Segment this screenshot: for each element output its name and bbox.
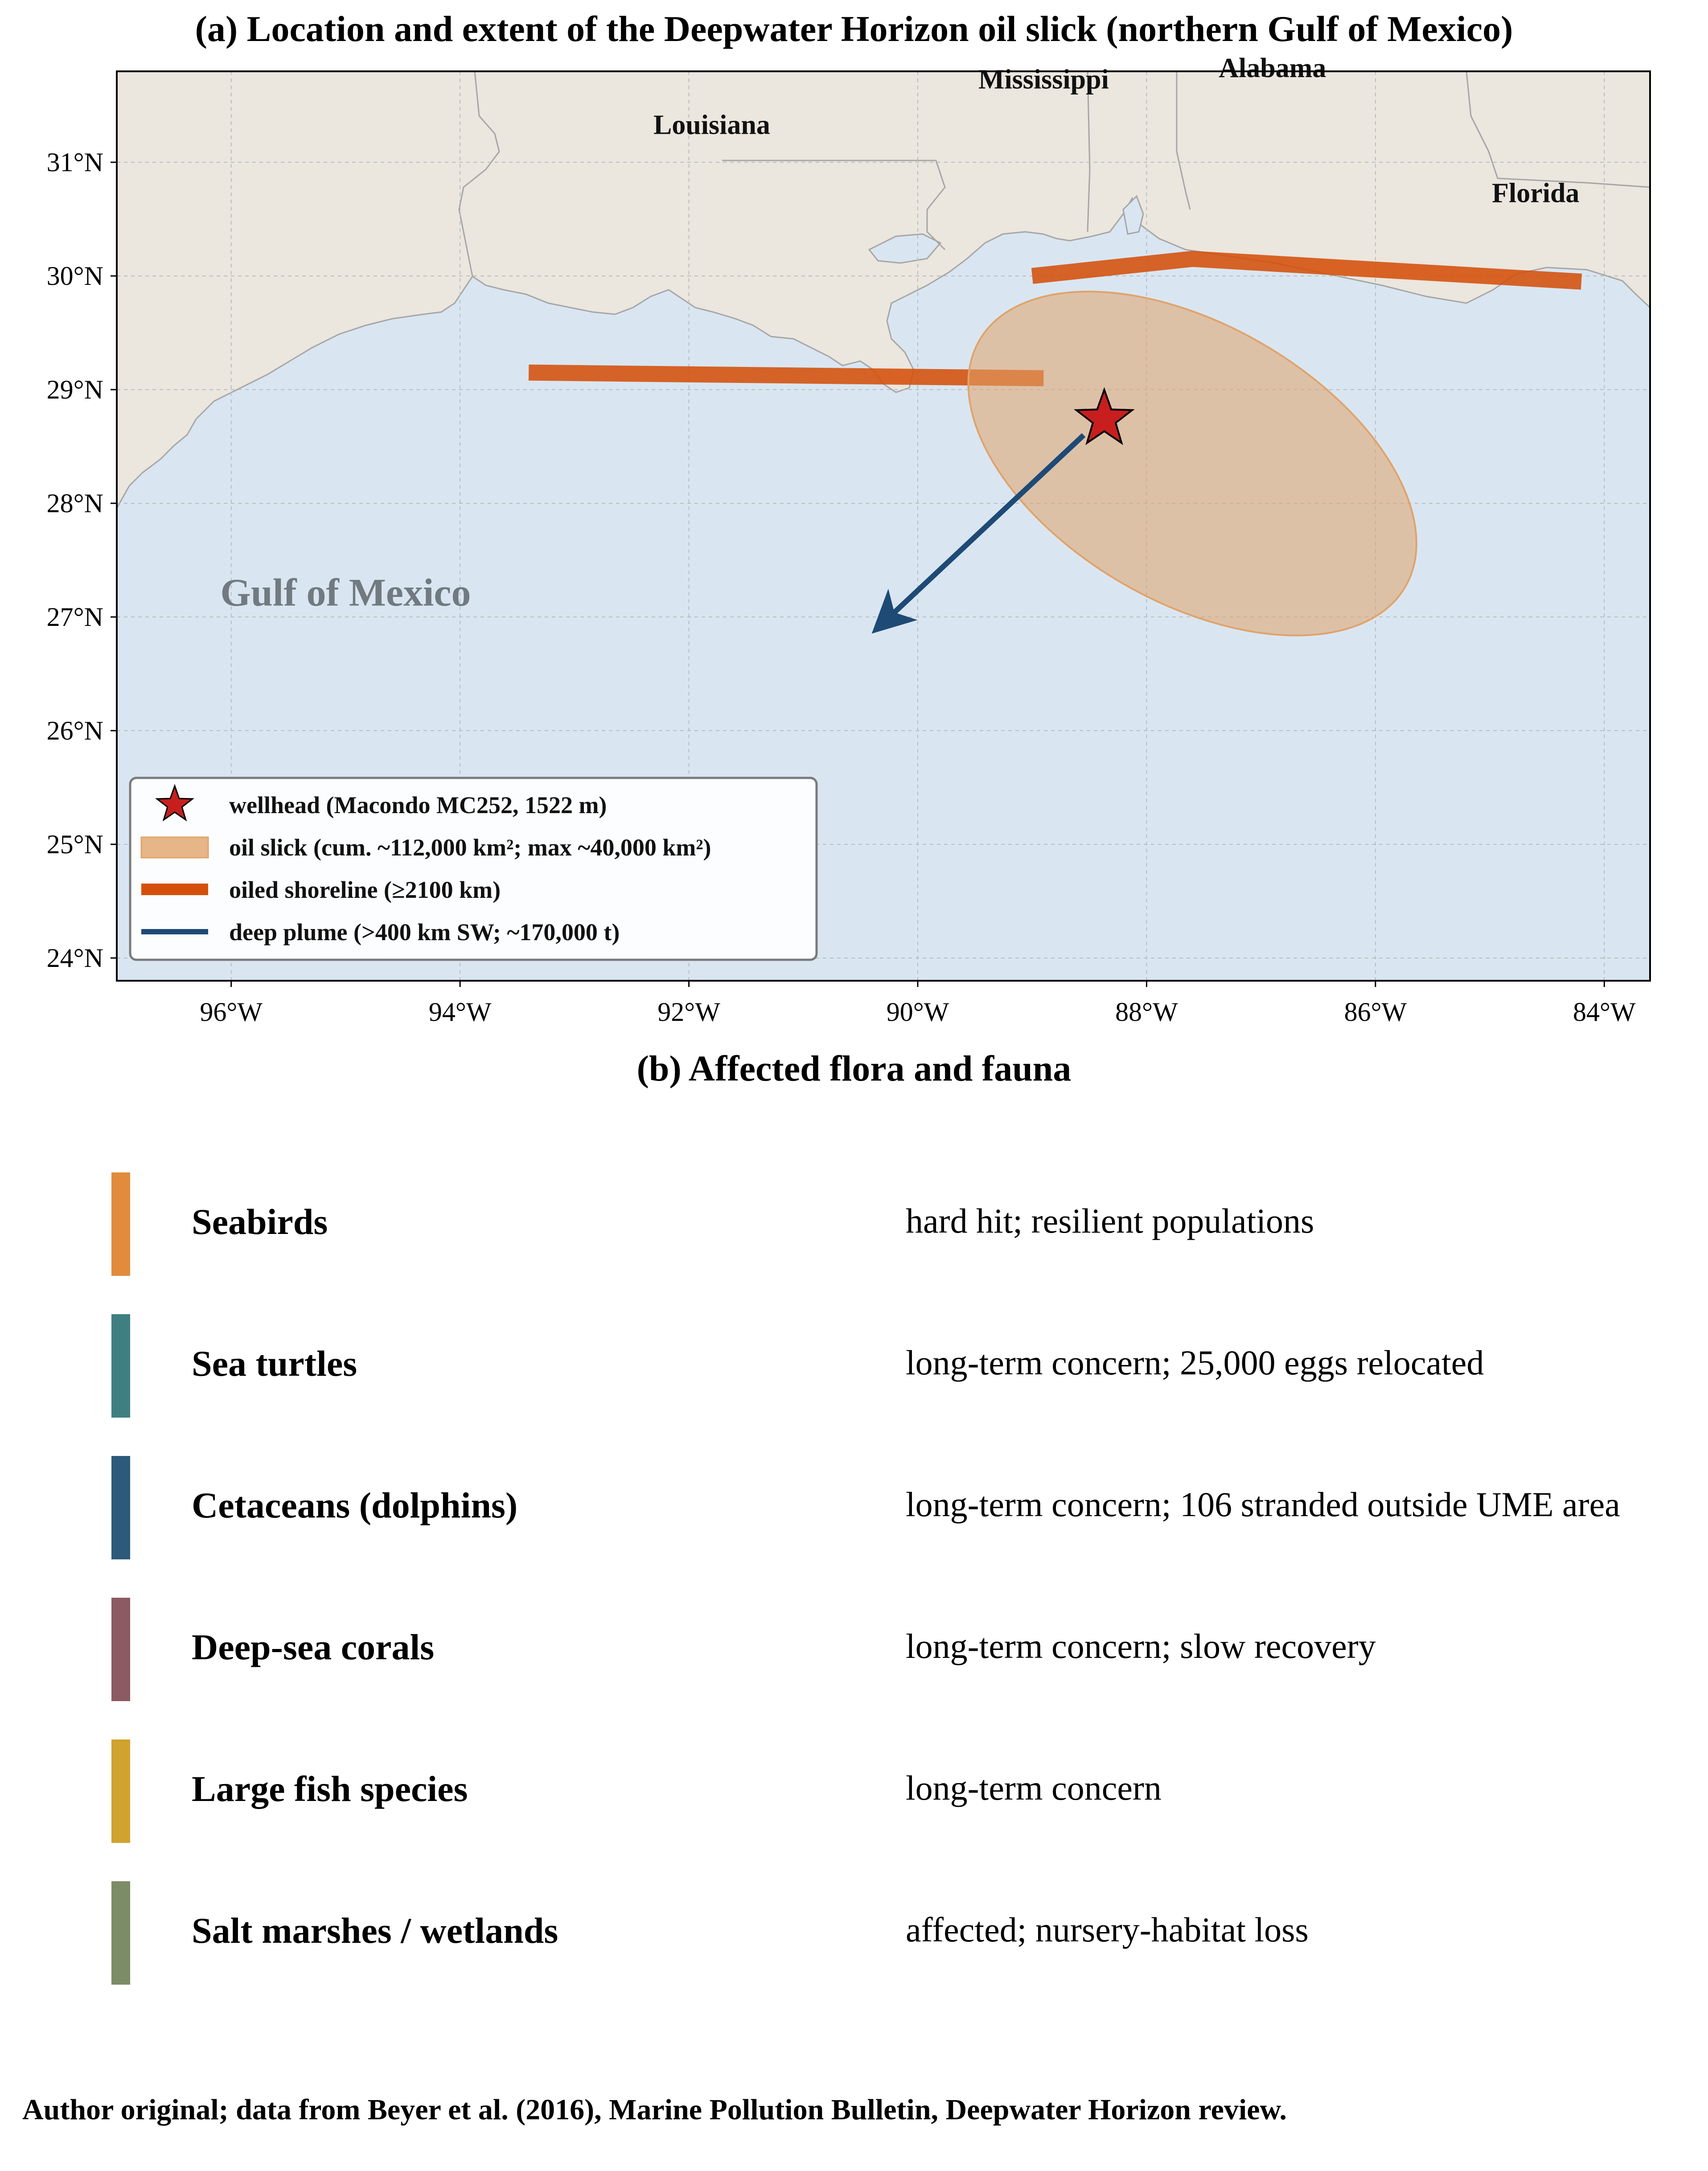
lake-pontchartrain [868, 233, 942, 264]
species-name: Large fish species [192, 1768, 468, 1809]
bay-inlet-mobile [1122, 195, 1144, 235]
species-status: long-term concern; 106 stranded outside … [906, 1485, 1620, 1524]
state-label: Louisiana [653, 110, 770, 140]
source-note: Author original; data from Beyer et al. … [22, 2093, 1287, 2126]
lon-ticks: 96°W 94°W 92°W 90°W 88°W 86°W 84°W [200, 981, 1636, 1027]
deep-plume-arrow [871, 433, 1086, 634]
species-name: Deep-sea corals [192, 1627, 435, 1667]
lon-tick-label: 90°W [887, 997, 949, 1027]
legend-star-symbol [155, 784, 195, 822]
state-label: Mississippi [978, 64, 1109, 95]
legend-box [129, 777, 818, 961]
species-row: Deep-sea corals long-term concern; slow r… [0, 1598, 1708, 1701]
species-status: hard hit; resilient populations [906, 1201, 1314, 1240]
sea-label: Gulf of Mexico [220, 572, 471, 615]
species-row: Cetaceans (dolphins) long-term concern; 1… [0, 1456, 1708, 1559]
lon-tick-label: 88°W [1115, 997, 1178, 1027]
species-color-bar [111, 1456, 130, 1559]
lat-tick-label: 24°N [47, 943, 103, 973]
lat-tick-label: 27°N [47, 602, 103, 632]
map-title: (a) Location and extent of the Deepwater… [195, 8, 1513, 49]
oil-slick-extent [967, 291, 1417, 637]
map-legend: wellhead (Macondo MC252, 1522 m) oil slic… [129, 777, 818, 961]
lat-tick-label: 28°N [47, 489, 103, 518]
deep-plume-group [871, 433, 1086, 634]
lat-ticks: 31°N 30°N 29°N 28°N 27°N 26°N 25°N 24°N [47, 148, 117, 973]
legend-label: wellhead (Macondo MC252, 1522 m) [229, 792, 607, 818]
species-status: affected; nursery-habitat loss [906, 1910, 1309, 1949]
species-color-bar [111, 1314, 130, 1418]
lon-tick-label: 94°W [429, 997, 492, 1027]
legend-label: oiled shoreline (≥2100 km) [229, 876, 501, 903]
species-name: Salt marshes / wetlands [192, 1910, 558, 1951]
species-color-bar [111, 1172, 130, 1276]
panel-b-title: (b) Affected flora and fauna [636, 1048, 1072, 1089]
oiled-shoreline-segment [1031, 251, 1582, 290]
gridlines [117, 71, 1650, 981]
species-name: Seabirds [192, 1201, 328, 1242]
species-color-bar [111, 1598, 130, 1701]
oiled-shoreline-group [528, 251, 1582, 387]
legend-label: oil slick (cum. ~112,000 km²; max ~40,00… [229, 834, 711, 861]
map-frame [116, 70, 1651, 982]
legend-label: deep plume (>400 km SW; ~170,000 t) [229, 919, 620, 946]
lat-tick-label: 30°N [47, 261, 103, 291]
species-color-bar [111, 1739, 130, 1843]
oil-slick-group [967, 291, 1417, 637]
legend-patch-symbol [140, 836, 209, 859]
map-figure: Louisiana Mississippi Alabama Florida Gulf … [47, 53, 1651, 1027]
lon-tick-label: 92°W [657, 997, 720, 1027]
lon-tick-label: 96°W [200, 997, 263, 1027]
state-label: Alabama [1219, 53, 1326, 83]
species-row: Seabirds hard hit; resilient populations [0, 1172, 1708, 1276]
species-color-bar [111, 1881, 130, 1985]
species-name: Cetaceans (dolphins) [192, 1485, 518, 1525]
state-labels: Louisiana Mississippi Alabama Florida [653, 53, 1579, 209]
species-row: Large fish species long-term concern [0, 1739, 1708, 1843]
wellhead-star [1074, 387, 1135, 445]
species-name: Sea turtles [192, 1343, 357, 1384]
species-status: long-term concern; slow recovery [906, 1627, 1376, 1665]
state-borders [458, 71, 1650, 277]
species-row: Sea turtles long-term concern; 25,000 egg… [0, 1314, 1708, 1418]
lon-tick-label: 86°W [1344, 997, 1407, 1027]
species-status: long-term concern; 25,000 eggs relocated [906, 1343, 1484, 1382]
lat-tick-label: 31°N [47, 148, 103, 177]
state-label: Florida [1492, 178, 1579, 208]
lat-tick-label: 26°N [47, 716, 103, 745]
sea-label-group: Gulf of Mexico [220, 572, 471, 615]
lon-tick-label: 84°W [1573, 997, 1636, 1027]
species-row: Salt marshes / wetlands affected; nursery… [0, 1881, 1708, 1985]
oiled-shoreline-segment [528, 364, 1044, 387]
species-status: long-term concern [906, 1768, 1162, 1807]
lat-tick-label: 25°N [47, 830, 103, 859]
wellhead-group [1074, 387, 1135, 445]
lat-tick-label: 29°N [47, 375, 103, 404]
